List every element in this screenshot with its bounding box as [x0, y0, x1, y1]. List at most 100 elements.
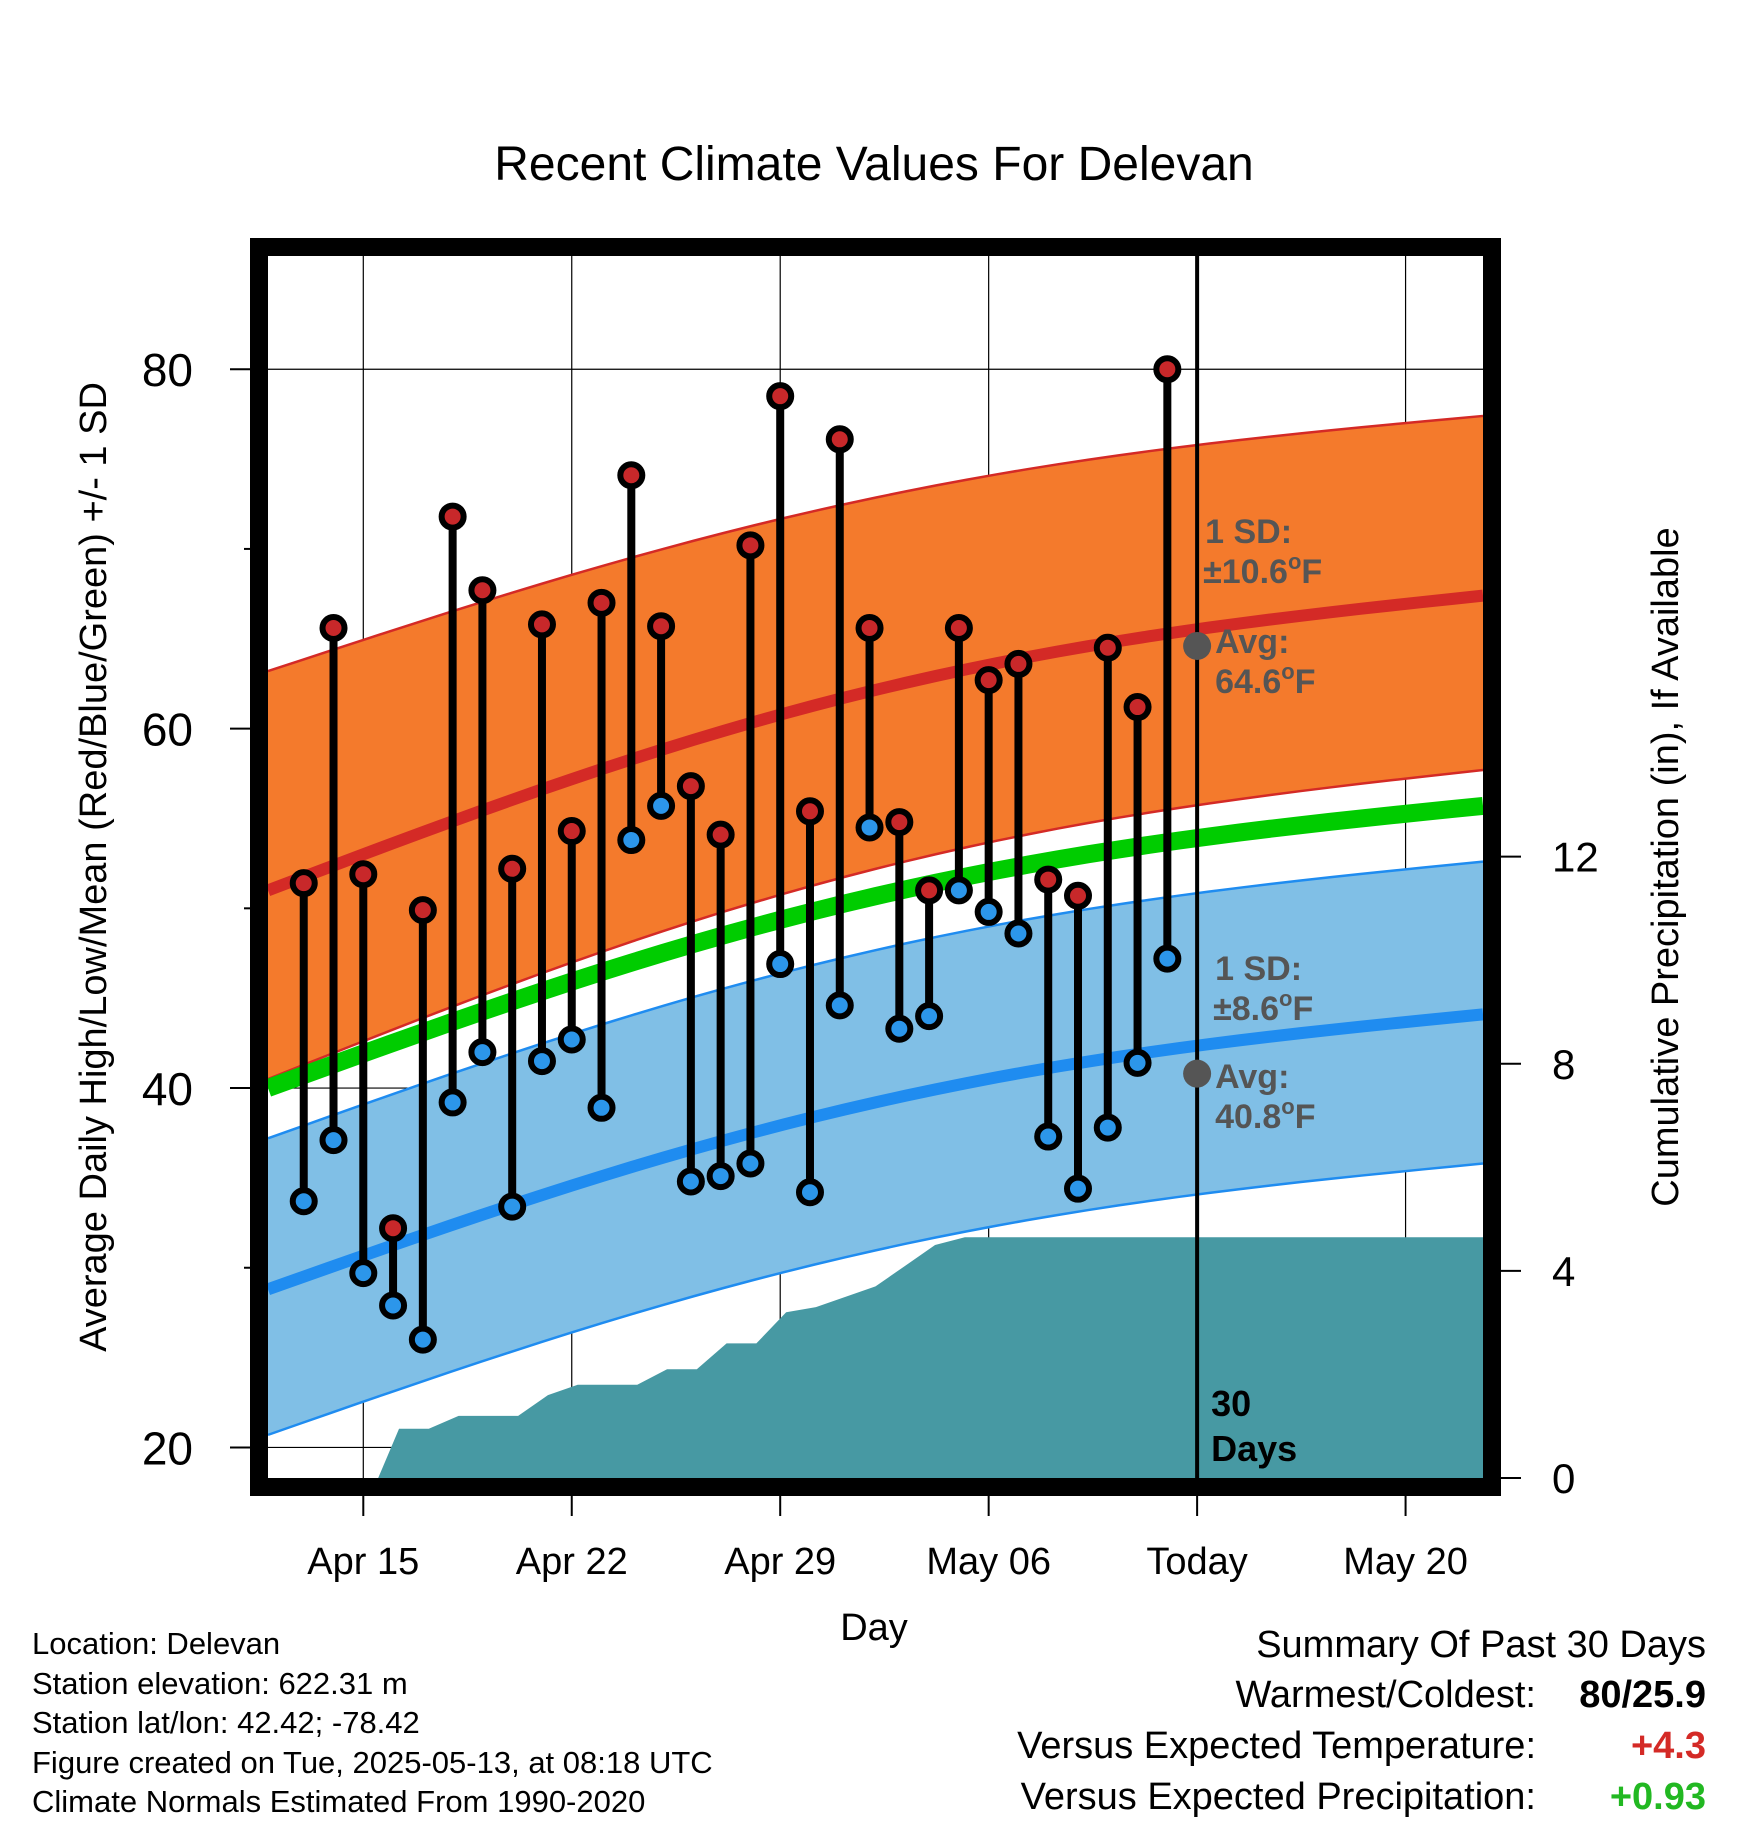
precipitation-fill — [268, 1237, 1483, 1478]
days-window-label: 30 Days — [1211, 1383, 1297, 1469]
observed-high-point — [1093, 633, 1122, 662]
summary-warmest-row: Warmest/Coldest: 80/25.9 — [1017, 1670, 1706, 1721]
observed-high-point — [915, 876, 944, 905]
y2-tick-label: 0 — [1552, 1455, 1575, 1502]
x-tick-label: Apr 29 — [724, 1541, 836, 1583]
y2-tick-label: 8 — [1552, 1041, 1575, 1088]
observed-low-point — [1034, 1122, 1063, 1151]
station-location: Location: Delevan — [32, 1626, 281, 1661]
station-latlon: Station lat/lon: 42.42; -78.42 — [32, 1705, 420, 1740]
observed-high-point — [468, 576, 497, 605]
low-avg-value: 40.8oF — [1215, 1094, 1315, 1136]
low-sd-value: ±8.6oF — [1213, 986, 1313, 1028]
observed-low-point — [617, 826, 646, 855]
x-tick-label: Apr 22 — [516, 1541, 628, 1583]
low-sd-upper-line — [267, 860, 1484, 1140]
high-sd-value: ±10.6oF — [1203, 549, 1322, 591]
y2-axis-label: Cumulative Precipitation (in), If Availa… — [1645, 527, 1687, 1206]
low-avg-dot — [1183, 1059, 1212, 1088]
normal-lines — [264, 589, 1484, 1295]
observed-low-point — [825, 991, 854, 1020]
observed-high-point — [885, 808, 914, 837]
observed-high-point — [736, 531, 765, 560]
observed-low-point — [855, 813, 884, 842]
summary-precip-row: Versus Expected Precipitation: +0.93 — [1017, 1772, 1706, 1823]
observed-high-point — [1034, 865, 1063, 894]
observed-high-point — [1004, 649, 1033, 678]
observed-low-point — [944, 876, 973, 905]
observed-low-point — [736, 1149, 765, 1178]
observed-high-point — [319, 613, 348, 642]
warmest-label: Warmest/Coldest: — [1235, 1674, 1536, 1716]
y-tick-label: 40 — [142, 1063, 193, 1115]
precip-anomaly-value: +0.93 — [1609, 1776, 1706, 1818]
observed-high-point — [706, 820, 735, 849]
high-avg-dot — [1183, 631, 1212, 660]
observed-low-point — [557, 1025, 586, 1054]
observed-low-point — [498, 1192, 527, 1221]
low-normal-line — [265, 1008, 1484, 1295]
y2-tick-label: 12 — [1552, 834, 1599, 881]
high-avg-value: 64.6oF — [1215, 659, 1315, 701]
observed-high-point — [498, 854, 527, 883]
observed-high-point — [647, 612, 676, 641]
observed-low-point — [319, 1126, 348, 1155]
x-tick-label: May 20 — [1343, 1541, 1468, 1583]
plot-frame — [250, 238, 1501, 1496]
y-axis-label: Average Daily High/Low/Mean (Red/Blue/Gr… — [73, 382, 115, 1352]
observed-high-point — [408, 896, 437, 925]
axes: 20 40 60 80 0 4 8 12 Apr 15 Apr 22 Apr 29 May 06 Tod… — [142, 344, 1599, 1583]
observed-high-point — [379, 1214, 408, 1243]
observed-high-point — [1123, 693, 1152, 722]
summary-heading: Summary Of Past 30 Days — [1256, 1624, 1706, 1666]
observed-low-point — [438, 1088, 467, 1117]
high-sd-lower-line — [267, 768, 1484, 1081]
x-tick-label: Today — [1146, 1541, 1247, 1583]
figure-created: Figure created on Tue, 2025-05-13, at 08… — [32, 1744, 713, 1780]
observed-low-point — [1123, 1048, 1152, 1077]
observed-high-point — [825, 425, 854, 454]
observed-low-point — [1153, 944, 1182, 973]
summary-panel: Summary Of Past 30 Days Warmest/Coldest:… — [1017, 1620, 1706, 1823]
y2-tick-label: 4 — [1552, 1248, 1575, 1295]
x-tick-label: Apr 15 — [307, 1541, 419, 1583]
observed-high-point — [438, 502, 467, 531]
observed-low-point — [647, 791, 676, 820]
climate-normals-period: Climate Normals Estimated From 1990-2020 — [32, 1784, 646, 1819]
summary-temp-row: Versus Expected Temperature: +4.3 — [1017, 1721, 1706, 1772]
observed-high-point — [349, 860, 378, 889]
chart-title: Recent Climate Values For Delevan — [494, 138, 1253, 191]
low-sd-lower-line — [267, 1162, 1484, 1437]
observed-low-point — [676, 1167, 705, 1196]
temp-anomaly-value: +4.3 — [1630, 1725, 1706, 1767]
y-tick-label: 20 — [142, 1422, 193, 1474]
warmest-value: 80/25.9 — [1579, 1674, 1706, 1716]
precip-anomaly-label: Versus Expected Precipitation: — [1020, 1776, 1536, 1818]
observed-high-point — [795, 797, 824, 826]
station-elevation: Station elevation: 622.31 m — [32, 1665, 408, 1701]
observed-low-point — [527, 1047, 556, 1076]
precipitation-area — [268, 1237, 1483, 1478]
observed-high-point — [527, 610, 556, 639]
low-avg-label: Avg: — [1215, 1058, 1289, 1096]
observed-low-point — [587, 1093, 616, 1122]
observed-high-point — [766, 382, 795, 411]
observed-low-point — [468, 1038, 497, 1067]
temp-anomaly-label: Versus Expected Temperature: — [1017, 1725, 1536, 1767]
observed-low-point — [795, 1178, 824, 1207]
observed-high-point — [676, 772, 705, 801]
observed-low-point — [915, 1002, 944, 1031]
observed-low-point — [974, 897, 1003, 926]
observed-low-point — [1004, 919, 1033, 948]
observed-high-point — [1153, 355, 1182, 384]
high-sd-upper-line — [267, 414, 1484, 673]
observed-low-point — [1093, 1113, 1122, 1142]
observed-values — [289, 355, 1182, 1354]
observed-high-point — [587, 588, 616, 617]
low-sd-band — [268, 861, 1483, 1435]
observed-low-point — [349, 1259, 378, 1288]
observed-high-point — [617, 461, 646, 490]
